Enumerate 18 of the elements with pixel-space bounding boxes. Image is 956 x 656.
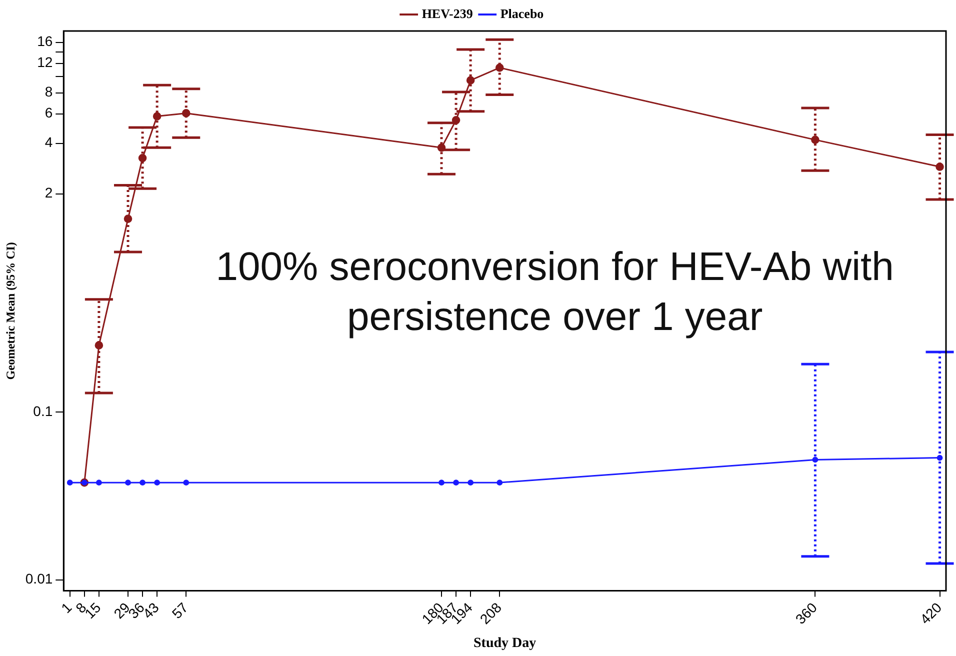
y-tick-label: 16: [37, 33, 53, 50]
legend-label: Placebo: [500, 6, 544, 21]
y-tick-label: 0.1: [33, 402, 53, 419]
legend-label: HEV-239: [422, 6, 474, 21]
y-tick-label: 8: [44, 84, 53, 100]
y-axis-title: Geometric Mean (95% CI): [3, 242, 18, 380]
x-tick-label: 420: [916, 599, 945, 628]
y-tick-label: 4: [44, 134, 53, 150]
annotation: 100% seroconversion for HEV-Ab with persistence over 1 year: [216, 245, 894, 340]
x-axis-title: Study Day: [474, 636, 536, 652]
y-tick-label: 0.01: [25, 570, 53, 587]
x-tick-label: 1: [58, 599, 75, 616]
x-tick-label: 57: [168, 599, 192, 622]
x-tick-label: 208: [476, 599, 505, 628]
y-tick-label: 2: [44, 184, 53, 201]
x-tick-label: 360: [792, 599, 820, 628]
y-tick-label: 6: [44, 104, 53, 121]
y-tick-label: 12: [37, 54, 53, 70]
